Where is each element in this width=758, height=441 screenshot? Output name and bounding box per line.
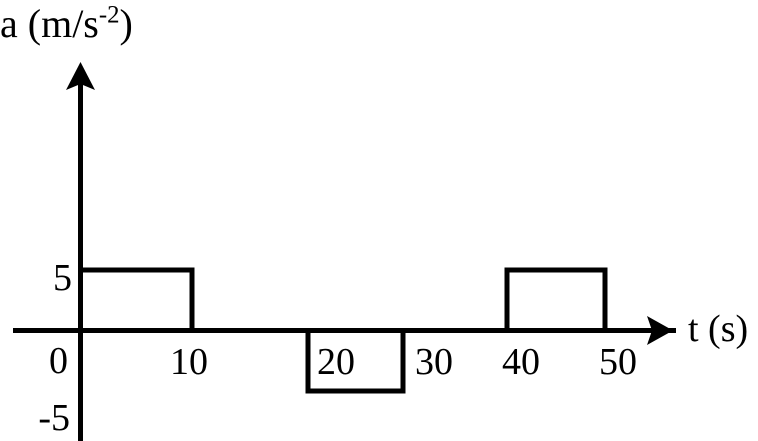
pulse-2-trace	[305, 331, 406, 394]
x-axis-title: t (s)	[688, 308, 749, 350]
x-tick-label-40: 40	[502, 341, 540, 383]
y-tick-label-0: 0	[49, 340, 68, 382]
y-axis-title-base: a (m/s	[0, 1, 99, 46]
y-axis-title-exponent: -2	[98, 1, 120, 29]
x-tick-label-10: 10	[170, 341, 208, 383]
y-axis-title-tail: )	[119, 1, 133, 46]
y-axis-arrowhead	[66, 62, 95, 90]
x-tick-label-30: 30	[415, 341, 453, 383]
y-tick-label-minus-5: -5	[38, 397, 70, 439]
pulse-3-trace	[504, 267, 608, 331]
x-tick-label-50: 50	[599, 341, 637, 383]
pulse-1-trace	[80, 267, 195, 331]
y-tick-label-5: 5	[53, 257, 72, 299]
y-axis-title: a (m/s-2)	[0, 1, 133, 46]
x-tick-label-20: 20	[317, 341, 355, 383]
x-axis-arrowhead	[647, 316, 673, 345]
